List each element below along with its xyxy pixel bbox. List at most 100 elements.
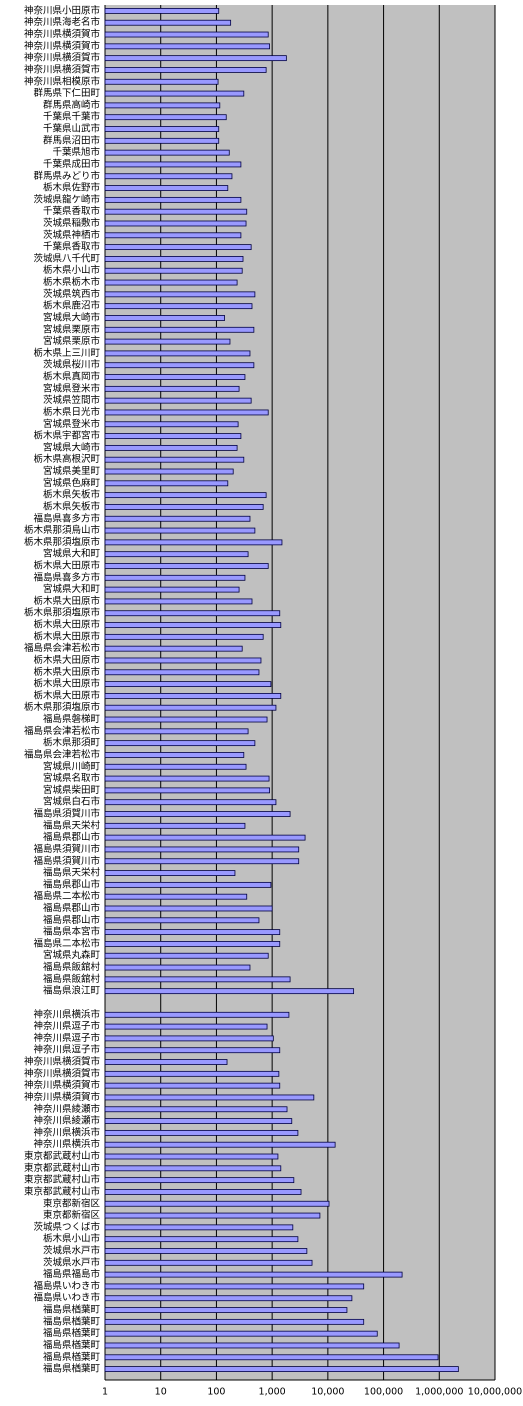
y-tick-label: 宮城県大崎市 (43, 311, 101, 323)
bar (104, 1354, 439, 1361)
bar (104, 102, 221, 109)
y-tick-label: 東京都新宿区 (43, 1197, 101, 1209)
bar (104, 1366, 459, 1372)
bar (104, 834, 306, 841)
y-tick-label: 福島県楢葉町 (43, 1327, 101, 1339)
bar (104, 752, 245, 758)
y-tick-label: 神奈川県逗子市 (33, 1032, 100, 1044)
y-tick-label: 茨城県龍ケ崎市 (33, 193, 100, 205)
bar (104, 1224, 294, 1231)
bar (104, 515, 251, 522)
y-tick-label: 栃木県栃木市 (43, 276, 101, 288)
bar (104, 409, 269, 416)
y-tick-label: 神奈川県横浜市 (33, 1138, 100, 1150)
bar (104, 315, 225, 321)
bar (104, 941, 281, 947)
bar (104, 527, 256, 534)
y-tick-label: 茨城県つくば市 (33, 1221, 100, 1233)
y-tick-label: 福島県会津若松市 (24, 748, 101, 760)
bar (104, 1177, 295, 1184)
y-tick-label: 神奈川県横須賀市 (24, 63, 101, 75)
bar (104, 374, 246, 380)
y-tick-label: 福島県二本松市 (33, 937, 100, 949)
bar (104, 811, 291, 817)
y-tick-label: 茨城県桜川市 (43, 359, 101, 371)
bar (104, 1283, 365, 1290)
bar (104, 669, 260, 676)
x-tick-label: 10,000 (311, 1387, 344, 1398)
bar (104, 8, 220, 14)
bar (104, 1141, 336, 1148)
bar (104, 574, 246, 581)
bar (104, 444, 238, 451)
y-tick-label: 福島県二本松市 (33, 890, 100, 902)
bar (104, 1118, 293, 1124)
bar (104, 1153, 279, 1160)
bar (104, 1271, 403, 1278)
y-tick-label: 福島県天栄村 (43, 819, 101, 831)
bar (104, 1236, 299, 1243)
y-tick-label: 福島県いわき市 (33, 1292, 100, 1304)
bar (104, 598, 253, 605)
bar (104, 232, 242, 239)
y-tick-label: 栃木県日光市 (43, 406, 101, 418)
y-tick-label: 福島県郡山市 (43, 831, 101, 843)
y-tick-label: 群馬県みどり市 (33, 170, 100, 182)
bar (104, 563, 269, 569)
y-tick-label: 神奈川県横浜市 (33, 1008, 100, 1020)
y-tick-label: 神奈川県横須賀市 (24, 1067, 101, 1079)
bar (104, 244, 252, 251)
bar (104, 362, 255, 369)
y-tick-label: 福島県郡山市 (43, 914, 101, 926)
y-tick-label: 宮城県白石市 (43, 796, 101, 808)
bar (104, 1011, 290, 1018)
bar (104, 67, 267, 73)
bar (104, 161, 242, 168)
y-tick-label: 栃木県矢板市 (43, 500, 101, 512)
y-tick-label: 栃木県大田原市 (33, 689, 100, 701)
y-tick-label: 福島県楢葉町 (43, 1339, 101, 1351)
y-tick-label: 神奈川県逗子市 (33, 1020, 100, 1032)
bar (104, 1259, 313, 1266)
y-tick-label: 福島県会津若松市 (24, 725, 101, 737)
bar (104, 220, 247, 227)
bar (104, 90, 245, 97)
bar (104, 196, 242, 203)
y-tick-label: 福島県会津若松市 (24, 642, 101, 654)
bar (104, 716, 268, 723)
y-tick-label: 神奈川県横須賀市 (24, 1056, 101, 1068)
bar (104, 1106, 288, 1113)
bar (104, 1200, 330, 1207)
y-tick-label: 福島県いわき市 (33, 1280, 100, 1292)
y-tick-label: 栃木県上三川町 (33, 347, 100, 359)
bar (104, 610, 281, 617)
y-tick-label: 茨城県笠間市 (43, 394, 101, 406)
y-tick-label: 茨城県神栖市 (43, 229, 101, 241)
bar (104, 881, 272, 888)
bar (104, 303, 253, 310)
bar (104, 952, 269, 959)
y-tick-label: 東京都武蔵村山市 (24, 1162, 101, 1174)
y-tick-label: 宮城県大崎市 (43, 441, 101, 453)
bar (104, 681, 272, 687)
bar (104, 1059, 228, 1065)
y-tick-label: 福島県須賀川市 (33, 843, 100, 855)
bar (104, 586, 240, 593)
bar (104, 799, 277, 806)
y-tick-label: 神奈川県横浜市 (33, 1126, 100, 1138)
y-tick-label: 神奈川県横須賀市 (24, 52, 101, 64)
bar (104, 1189, 302, 1195)
bar (104, 126, 220, 132)
y-tick-label: 栃木県那須烏山市 (24, 524, 101, 536)
y-tick-label: 宮城県栗原市 (43, 323, 101, 335)
y-tick-label: 福島県天栄村 (43, 867, 101, 879)
y-tick-label: 茨城県水戸市 (43, 1244, 101, 1256)
bar (104, 1295, 353, 1302)
y-tick-label: 栃木県佐野市 (43, 182, 101, 194)
bar (104, 1307, 348, 1313)
y-tick-label: 宮城県登米市 (43, 418, 101, 430)
bar (104, 763, 247, 770)
bar (104, 78, 219, 85)
y-tick-label: 千葉県山武市 (43, 123, 101, 135)
y-tick-label: 宮城県大和町 (43, 548, 101, 560)
